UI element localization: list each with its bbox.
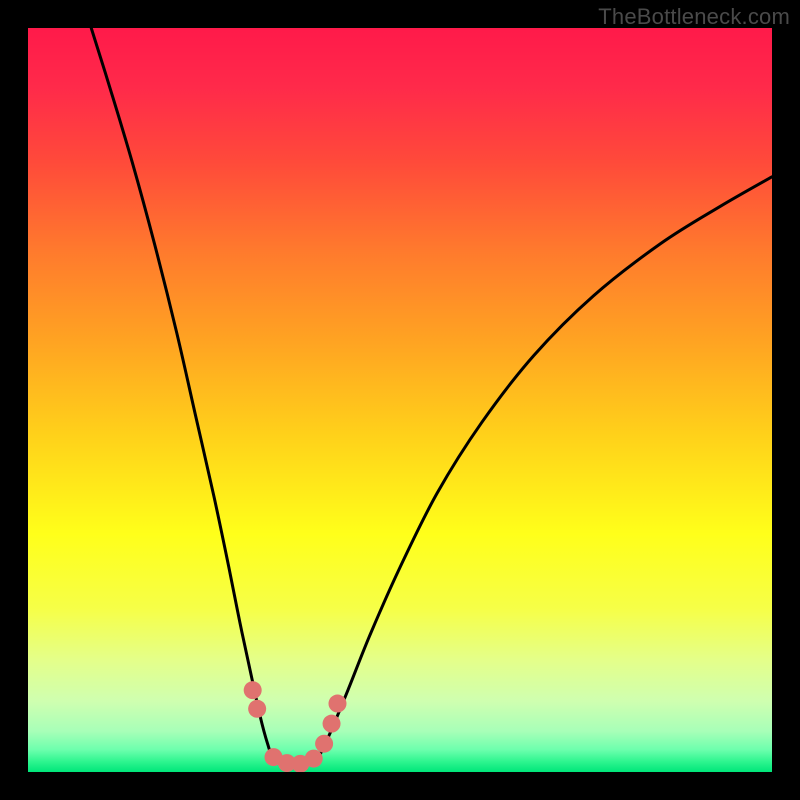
valley-marker [323, 715, 341, 733]
plot-background [28, 28, 772, 772]
valley-marker [305, 750, 323, 768]
watermark-text: TheBottleneck.com [598, 4, 790, 30]
valley-marker [248, 700, 266, 718]
valley-marker [329, 695, 347, 713]
valley-marker [244, 681, 262, 699]
bottleneck-chart [0, 0, 800, 800]
valley-marker [315, 735, 333, 753]
figure-root: TheBottleneck.com [0, 0, 800, 800]
